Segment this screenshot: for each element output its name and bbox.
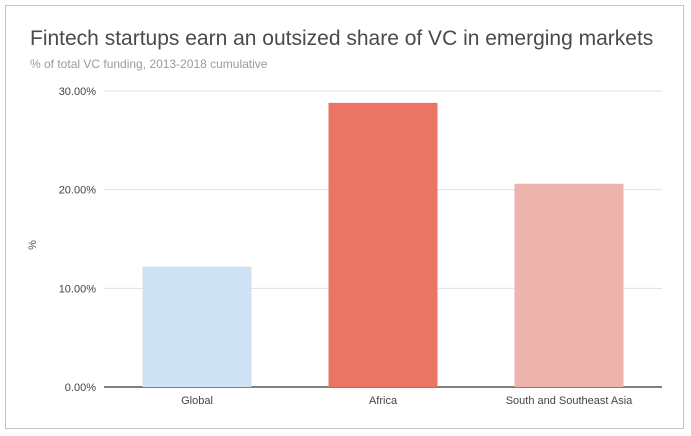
x-tick-label: South and Southeast Asia bbox=[506, 395, 633, 407]
y-tick-label: 30.00% bbox=[59, 86, 97, 98]
bar-africa bbox=[328, 102, 438, 387]
bar-south-and-southeast-asia bbox=[514, 183, 624, 387]
y-tick-label: 0.00% bbox=[65, 382, 96, 394]
bars bbox=[142, 102, 624, 387]
x-tick-label: Global bbox=[181, 395, 213, 407]
y-axis-label: % bbox=[27, 240, 39, 250]
chart-subtitle: % of total VC funding, 2013-2018 cumulat… bbox=[30, 57, 268, 71]
chart-title: Fintech startups earn an outsized share … bbox=[30, 27, 654, 50]
x-tick-labels: Global Africa South and Southeast Asia bbox=[181, 395, 633, 407]
y-tick-labels: 0.00% 10.00% 20.00% 30.00% bbox=[59, 86, 97, 394]
y-tick-label: 10.00% bbox=[59, 283, 97, 295]
y-tick-label: 20.00% bbox=[59, 185, 97, 197]
x-tick-label: Africa bbox=[369, 395, 398, 407]
bar-global bbox=[142, 266, 252, 387]
